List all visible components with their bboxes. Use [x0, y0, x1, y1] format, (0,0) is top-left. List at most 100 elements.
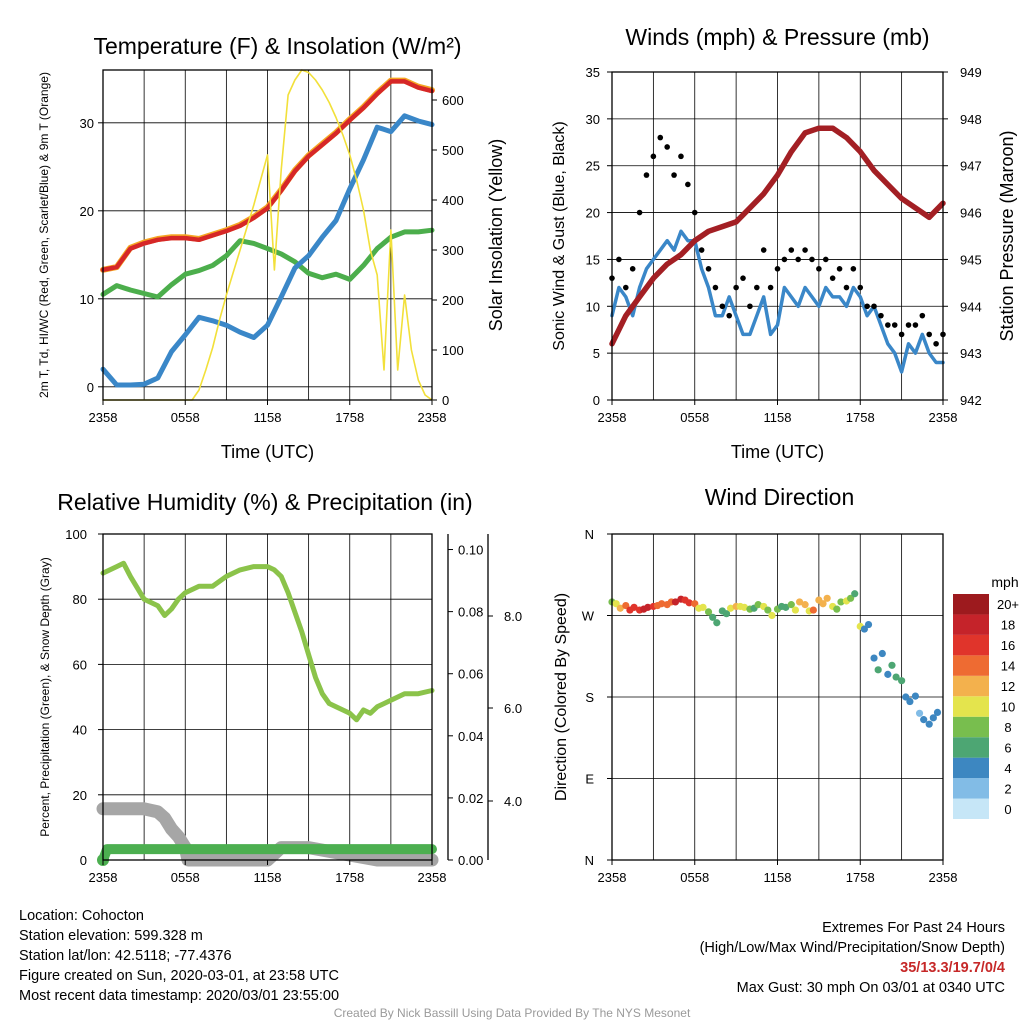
station-info: Location: Cohocton Station elevation: 59… — [19, 906, 339, 1006]
direction-point — [870, 654, 878, 662]
direction-point — [819, 600, 827, 608]
y-right-tick-label: 500 — [442, 143, 464, 158]
direction-point — [768, 611, 776, 620]
chart-title: Relative Humidity (%) & Precipitation (i… — [57, 489, 472, 515]
gust-point — [767, 284, 774, 291]
direction-point — [878, 649, 886, 658]
station-elevation: Station elevation: 599.328 m — [19, 928, 203, 944]
direction-point — [933, 708, 942, 716]
direction-point — [864, 620, 873, 629]
x-tick-label: 2358 — [89, 410, 118, 425]
chart-humidity: 0 20 40 60 80 100 0.00 0.02 0.04 0.06 0.08 0.10 4.0 6… — [38, 489, 522, 885]
y-axis-label: 2m T, Td, HI/WC (Red, Green, Scarlet/Blu… — [37, 72, 51, 398]
direction-point — [722, 610, 731, 618]
gust-point — [678, 153, 684, 160]
x-tick-label: 2358 — [929, 410, 958, 425]
direction-point — [851, 590, 859, 598]
gust-point — [871, 303, 877, 310]
direction-point — [809, 606, 817, 614]
x-tick-label: 2358 — [598, 870, 627, 885]
series-line — [100, 227, 435, 300]
legend-label: 0 — [1004, 802, 1011, 817]
y-right-tick-label: 949 — [960, 65, 982, 80]
gust-point — [671, 172, 677, 178]
gust-point — [926, 331, 933, 338]
direction-point — [823, 594, 831, 602]
series-line — [102, 69, 433, 401]
direction-point — [915, 709, 924, 717]
direction-point — [906, 697, 914, 706]
y-right-tick-label: 200 — [442, 293, 464, 308]
gust-point — [843, 284, 850, 291]
legend-swatch — [953, 716, 989, 738]
x-tick-label: 0558 — [680, 870, 709, 885]
extremes-subtitle: (High/Low/Max Wind/Precipitation/Snow De… — [699, 940, 1005, 956]
y-tick-label: 0 — [80, 853, 87, 868]
gust-point — [802, 247, 808, 253]
gust-point — [891, 322, 898, 328]
direction-point — [911, 692, 920, 700]
legend-label: 2 — [1004, 781, 1011, 796]
y-right-tick-label: 947 — [960, 159, 982, 174]
y-right-tick-label: 0 — [442, 393, 449, 408]
x-tick-label: 2358 — [929, 870, 958, 885]
legend-swatch — [953, 614, 989, 635]
legend-swatch — [953, 634, 989, 656]
x-tick-label: 1758 — [846, 410, 875, 425]
chart-title: Wind Direction — [705, 484, 855, 510]
y-tick-label: 60 — [73, 657, 87, 672]
y-right-tick-label: 948 — [960, 112, 982, 127]
gust-point — [864, 303, 870, 310]
y-right-tick-label: 0.00 — [458, 853, 483, 868]
direction-point — [782, 603, 790, 611]
x-tick-label: 0558 — [171, 410, 200, 425]
chart-title: Temperature (F) & Insolation (W/m²) — [93, 33, 461, 59]
x-tick-label: 2358 — [598, 410, 627, 425]
legend-title: mph — [991, 574, 1018, 590]
legend-swatch — [953, 798, 989, 819]
series-line — [609, 125, 946, 347]
y-right-tick-label: 0.02 — [458, 791, 483, 806]
gust-point — [878, 312, 884, 319]
chart-title: Winds (mph) & Pressure (mb) — [625, 24, 929, 50]
gust-point — [850, 266, 857, 272]
snow-tick-label: 6.0 — [504, 701, 522, 716]
series-line — [100, 560, 435, 723]
y-tick-label: 30 — [586, 112, 600, 127]
gust-point — [712, 284, 719, 291]
direction-point — [754, 601, 762, 609]
snow-tick-label: 4.0 — [504, 794, 522, 809]
gust-point — [760, 247, 767, 253]
x-tick-label: 1758 — [335, 870, 364, 885]
legend-swatch — [953, 655, 989, 676]
y-tick-label: N — [585, 853, 594, 868]
gust-point — [740, 275, 746, 281]
gust-point — [795, 256, 801, 263]
y-axis-label: Percent, Precipitation (Green), & Snow D… — [38, 557, 52, 836]
gust-point — [698, 247, 705, 253]
y-tick-label: 20 — [586, 206, 600, 221]
y-tick-label: 5 — [593, 346, 600, 361]
x-axis-label: Time (UTC) — [221, 442, 314, 462]
y-right-tick-label: 945 — [960, 252, 982, 267]
y-right-tick-label: 0.08 — [458, 605, 483, 620]
gust-point — [733, 284, 739, 291]
direction-point — [801, 601, 809, 609]
chart-wind-direction: N E S W N 2358 0558 1158 1758 2358 Wind Direction D… — [553, 484, 1019, 885]
direction-point — [884, 670, 892, 678]
gust-point — [774, 266, 781, 272]
direction-point — [833, 605, 841, 613]
y-right-tick-label: 0.10 — [458, 543, 483, 558]
gust-point — [629, 266, 636, 272]
y-tick-label: 10 — [586, 299, 600, 314]
chart-winds: 0 5 10 15 20 25 30 35 942 943 944 945 946 947 948 949 23… — [551, 24, 1017, 462]
series-line — [100, 113, 435, 388]
y-axis-label: Direction (Colored By Speed) — [553, 593, 570, 801]
gust-point — [885, 322, 891, 328]
y-tick-label: 0 — [87, 380, 94, 395]
x-tick-label: 0558 — [171, 870, 200, 885]
direction-point — [713, 619, 721, 627]
recent-data-timestamp: Most recent data timestamp: 2020/03/01 2… — [19, 988, 340, 1004]
y-tick-label: E — [585, 772, 594, 787]
